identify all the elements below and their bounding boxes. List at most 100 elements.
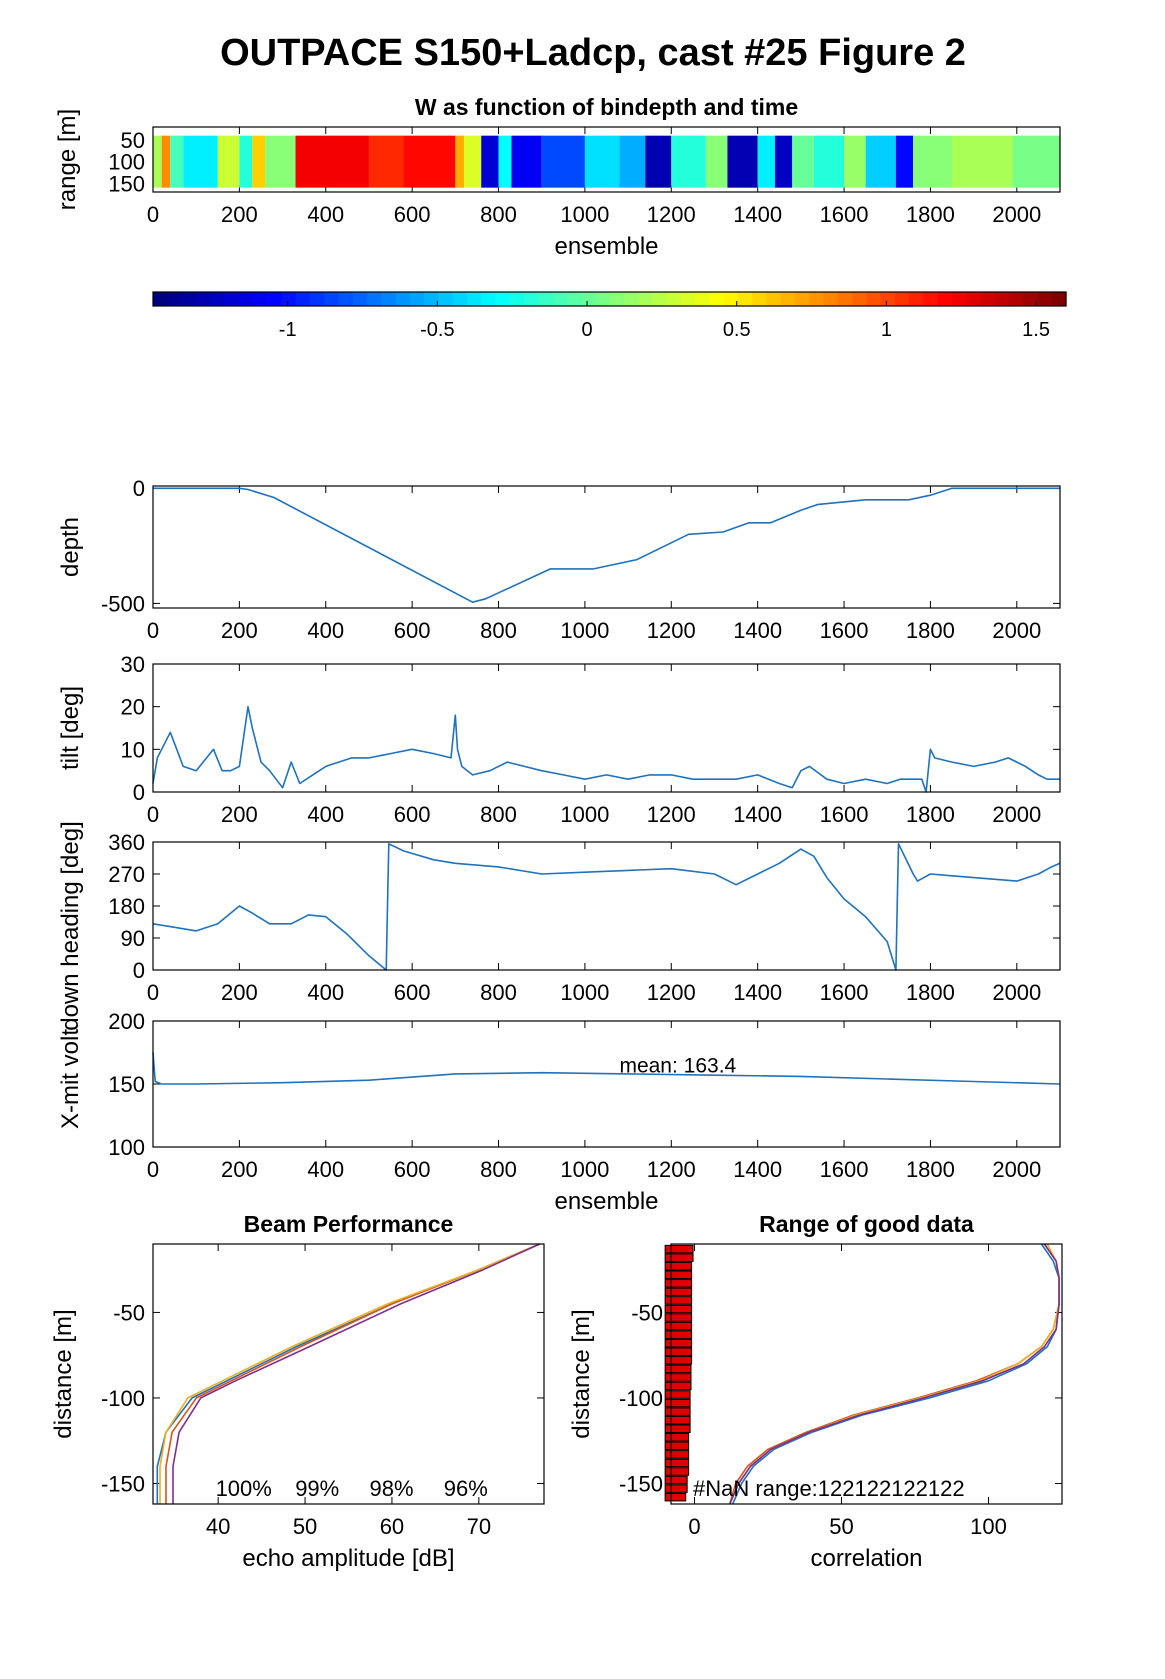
x-tick-label: 1000	[560, 618, 609, 643]
colorbar-frame	[152, 291, 1067, 307]
colorbar-swatch	[281, 292, 297, 306]
x-tick-label: 1800	[906, 1157, 955, 1182]
y-tick-label: -50	[631, 1300, 663, 1325]
x-tick-label: 2000	[992, 1157, 1041, 1182]
colorbar-swatch	[452, 292, 468, 306]
colorbar-swatch	[210, 292, 225, 306]
colorbar-swatch	[766, 292, 782, 306]
colorbar-swatch	[894, 292, 910, 306]
axes-frame	[152, 841, 1061, 971]
heatmap-cell	[511, 135, 542, 188]
colorbar-tick-label: -1	[279, 319, 297, 341]
nan-bar	[664, 1407, 691, 1416]
colorbar-swatch	[666, 292, 682, 306]
axes-frame	[152, 126, 1061, 193]
nan-bar	[664, 1244, 694, 1254]
colorbar-swatch	[1008, 292, 1024, 306]
beam-percentage-label: 96%	[444, 1476, 488, 1501]
heatmap-cell	[170, 135, 184, 188]
y-tick-label: 270	[108, 862, 145, 887]
panel-heading: 0 200 400 600 800 1000 1200 1400 1600 1800 2000090…	[57, 821, 1061, 1031]
y-tick-label: 200	[108, 1009, 145, 1034]
x-tick-label: 50	[293, 1514, 317, 1539]
x-tick-label: 600	[394, 1157, 431, 1182]
nan-bar	[664, 1321, 693, 1331]
x-tick-label: 1400	[733, 202, 782, 227]
x-tick-label: 0	[147, 202, 159, 227]
nan-bar	[664, 1492, 687, 1502]
nan-bar	[664, 1441, 690, 1451]
nan-bar	[664, 1424, 691, 1433]
series-line	[152, 705, 1060, 793]
x-tick-label: 800	[480, 1157, 517, 1182]
x-tick-label: 2000	[992, 802, 1041, 827]
colorbar-swatch	[181, 292, 197, 306]
y-tick-label: -150	[619, 1471, 663, 1496]
heatmap-cell	[952, 135, 1013, 188]
x-tick-label: 200	[221, 802, 258, 827]
heatmap-cell	[239, 135, 253, 188]
correlation-series-line	[729, 1243, 1060, 1505]
colorbar-swatch	[352, 292, 368, 306]
colorbar-tick-label: -0.5	[420, 319, 454, 341]
heatmap-cell	[705, 135, 728, 188]
x-tick-label: 800	[480, 980, 517, 1005]
nan-bar	[664, 1373, 692, 1382]
y-tick-label: 150	[108, 1072, 145, 1097]
beam-series-line	[156, 1243, 541, 1504]
colorbar-swatch	[409, 292, 425, 306]
colorbar-swatch	[224, 292, 240, 306]
colorbar-swatch	[780, 292, 796, 306]
colorbar-swatch	[238, 292, 254, 306]
nan-bar	[664, 1415, 691, 1425]
colorbar-swatch	[966, 292, 982, 306]
colorbar-swatch	[295, 292, 311, 306]
heatmap-cell	[671, 135, 706, 188]
x-tick-label: 400	[307, 1157, 344, 1182]
heatmap-cell	[481, 135, 499, 188]
heatmap-cell	[813, 135, 845, 188]
colorbar-swatch	[794, 292, 810, 306]
heatmap-cell	[153, 135, 162, 188]
colorbar-swatch	[424, 292, 439, 306]
colorbar-swatch	[909, 292, 924, 306]
colorbar-swatch	[153, 292, 168, 306]
colorbar-swatch	[951, 292, 967, 306]
heatmap-cell	[844, 135, 866, 188]
colorbar-swatch	[852, 292, 867, 306]
colorbar-swatch	[309, 292, 325, 306]
x-axis-label: ensemble	[554, 1188, 658, 1215]
x-tick-label: 1400	[733, 980, 782, 1005]
x-tick-label: 0	[688, 1514, 700, 1539]
nan-bar	[664, 1330, 693, 1339]
colorbar-swatch	[495, 292, 511, 306]
beam-percentage-label: 99%	[295, 1476, 339, 1501]
heatmap-cell	[265, 135, 296, 188]
y-tick-label: -100	[101, 1386, 145, 1411]
x-tick-label: 70	[467, 1514, 491, 1539]
colorbar-swatch	[737, 292, 753, 306]
x-axis-label: echo amplitude [dB]	[242, 1545, 454, 1572]
colorbar-swatch	[523, 292, 539, 306]
y-tick-label: -500	[101, 591, 145, 616]
colorbar-swatch	[880, 292, 896, 306]
colorbar-swatch	[809, 292, 825, 306]
y-axis-label: depth	[57, 517, 84, 577]
axes-title: Range of good data	[759, 1211, 974, 1237]
y-tick-label: 0	[133, 476, 145, 501]
nan-bar	[664, 1356, 693, 1365]
series-line	[152, 1052, 1061, 1085]
figure-title: OUTPACE S150+Ladcp, cast #25 Figure 2	[220, 32, 966, 74]
axes-frame	[670, 1243, 1063, 1505]
heatmap-cell	[584, 135, 620, 188]
nan-bar	[664, 1398, 691, 1408]
y-tick-label: 10	[121, 737, 145, 762]
series-line	[153, 487, 1060, 604]
x-tick-label: 800	[480, 802, 517, 827]
x-tick-label: 1600	[820, 618, 869, 643]
x-tick-label: 800	[480, 618, 517, 643]
colorbar-swatch	[366, 292, 382, 306]
beam-series-line	[159, 1243, 541, 1504]
nan-bar	[664, 1287, 693, 1297]
beam-percentage-label: 98%	[369, 1476, 413, 1501]
